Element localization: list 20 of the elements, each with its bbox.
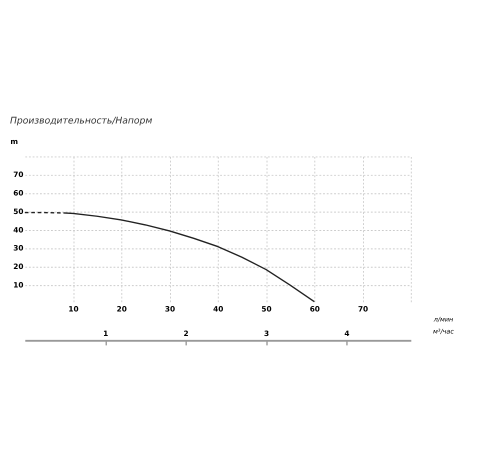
x2-tick-label: 2 [184, 329, 189, 338]
x-tick-label: 20 [116, 304, 127, 314]
y-tick-label: 10 [13, 280, 24, 290]
x-tick-label: 30 [164, 304, 176, 314]
x-tick-label: 60 [310, 304, 320, 314]
y-tick-label: 30 [13, 244, 24, 253]
y-axis-title: m [10, 137, 18, 146]
x-tick-label: 40 [213, 304, 224, 314]
x-tick-label: 10 [68, 304, 79, 314]
x2-tick-label: 1 [103, 329, 108, 338]
y-tick-label: 60 [13, 188, 24, 198]
y-tick-label: 50 [13, 206, 24, 216]
x2-tick-label: 3 [264, 329, 270, 338]
y-tick-label: 20 [13, 262, 24, 272]
y-tick-label: 70 [13, 170, 24, 180]
x-tick-label: 50 [261, 304, 272, 314]
y-tick-label: 40 [13, 225, 24, 234]
x2-tick-label: 4 [344, 329, 350, 338]
chart-title: Производительность/Напорм [10, 115, 152, 126]
x-tick-label: 70 [358, 304, 368, 314]
